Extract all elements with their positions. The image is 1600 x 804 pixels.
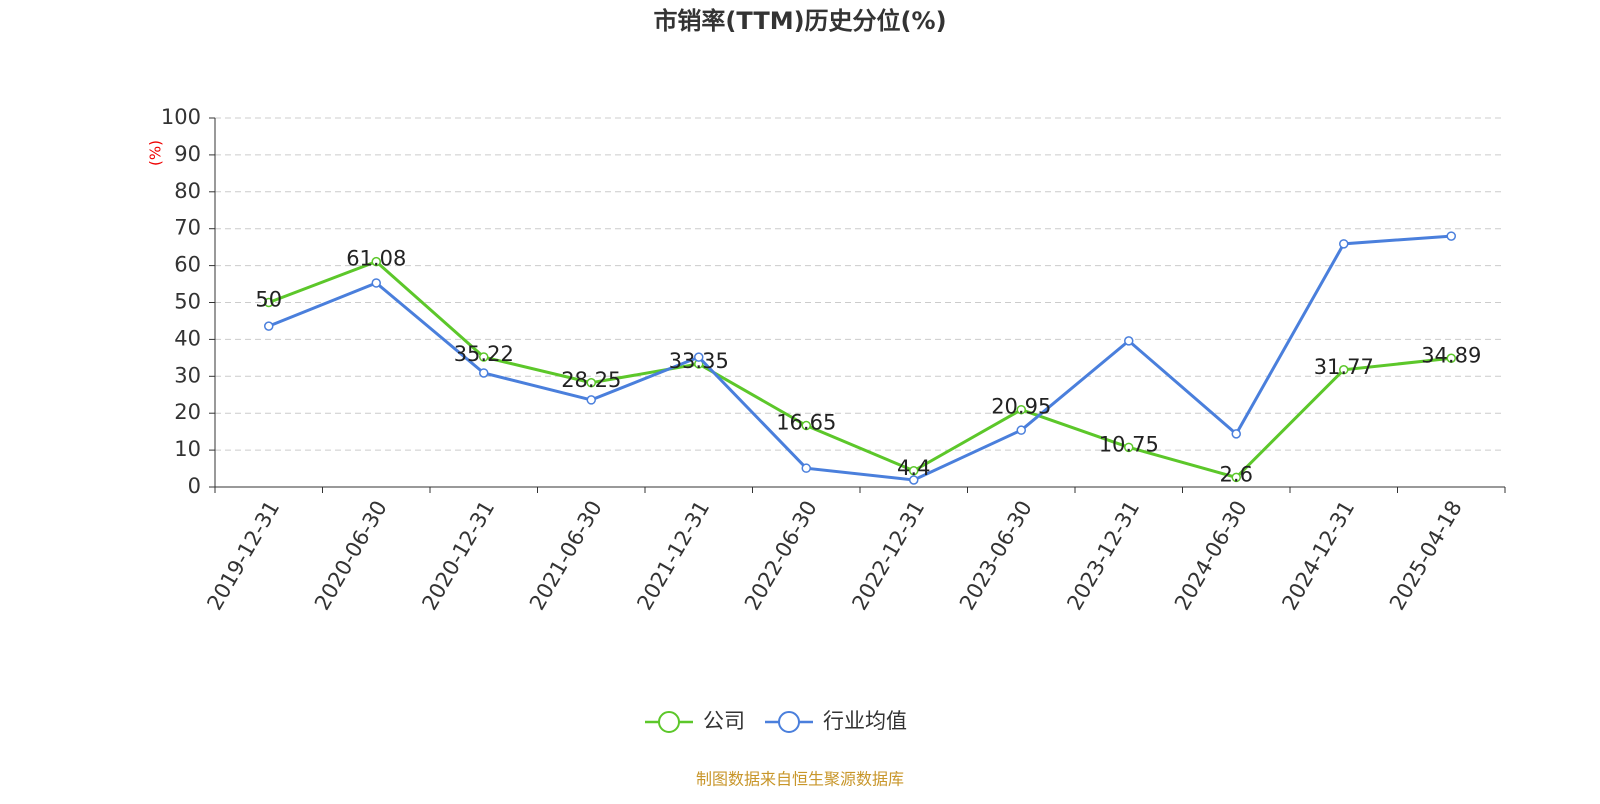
- x-tick-label: 2022-06-30: [740, 497, 822, 615]
- y-tick-label: 70: [174, 216, 201, 240]
- legend-label: 行业均值: [823, 709, 907, 733]
- y-axis-label: (%): [147, 140, 165, 166]
- data-label: 61.08: [346, 247, 406, 271]
- source-note: 制图数据来自恒生聚源数据库: [696, 770, 904, 789]
- legend-marker: [658, 711, 680, 733]
- data-point: [586, 395, 596, 405]
- x-tick-label: 2024-12-31: [1277, 497, 1359, 615]
- data-label: 2.6: [1220, 462, 1253, 486]
- x-tick-label: 2020-12-31: [417, 497, 499, 615]
- y-tick-label: 100: [161, 105, 201, 129]
- data-point: [1231, 429, 1241, 439]
- data-point: [1016, 425, 1026, 435]
- x-tick-label: 2021-06-30: [525, 497, 607, 615]
- data-label: 28.25: [561, 368, 621, 392]
- data-label: 20.95: [991, 395, 1051, 419]
- data-point: [909, 466, 919, 476]
- x-tick-label: 2019-12-31: [202, 497, 284, 615]
- x-tick-label: 2023-12-31: [1062, 497, 1144, 615]
- data-label: 34.89: [1421, 343, 1481, 367]
- data-point: [264, 321, 274, 331]
- data-label: 31.77: [1314, 355, 1374, 379]
- data-point: [371, 278, 381, 288]
- y-tick-label: 10: [174, 437, 201, 461]
- data-label: 10.75: [1099, 432, 1159, 456]
- y-tick-label: 50: [174, 290, 201, 314]
- data-point: [1016, 404, 1026, 415]
- data-point: [801, 463, 811, 473]
- data-point: [909, 475, 919, 485]
- data-point: [586, 378, 596, 388]
- series-line: [268, 259, 1452, 480]
- x-tick-label: 2021-12-31: [632, 497, 714, 615]
- data-point: [264, 297, 274, 308]
- data-point: [1446, 353, 1456, 364]
- y-tick-label: 60: [174, 253, 201, 277]
- series-line: [268, 234, 1452, 482]
- data-point: [1124, 442, 1134, 453]
- data-label: 4.4: [897, 456, 930, 480]
- data-point: [1446, 231, 1456, 241]
- legend-label: 公司: [703, 709, 745, 733]
- data-point: [479, 352, 489, 362]
- data-label: 35.22: [454, 342, 514, 366]
- data-point: [1339, 365, 1349, 375]
- data-point: [1124, 336, 1134, 346]
- x-tick-label: 2023-06-30: [955, 497, 1037, 615]
- data-point: [694, 352, 704, 362]
- data-point: [1339, 239, 1349, 249]
- y-tick-label: 90: [174, 142, 201, 166]
- data-point: [801, 420, 811, 431]
- x-tick-label: 2022-12-31: [847, 497, 929, 615]
- x-tick-label: 2025-04-18: [1385, 497, 1467, 615]
- y-tick-label: 30: [174, 363, 201, 387]
- x-tick-label: 2020-06-30: [310, 497, 392, 615]
- data-label: 16.65: [776, 411, 836, 435]
- y-tick-label: 80: [174, 179, 201, 203]
- data-point: [371, 256, 381, 267]
- data-point: [479, 368, 489, 378]
- data-label: 33.35: [669, 349, 729, 373]
- chart-title: 市销率(TTM)历史分位(%): [653, 7, 946, 35]
- y-tick-label: 0: [188, 474, 201, 498]
- data-point: [1231, 472, 1241, 483]
- legend-marker: [778, 711, 800, 733]
- y-tick-label: 40: [174, 326, 201, 350]
- y-tick-label: 20: [174, 400, 201, 424]
- data-label: 50: [255, 288, 282, 312]
- x-tick-label: 2024-06-30: [1170, 497, 1252, 615]
